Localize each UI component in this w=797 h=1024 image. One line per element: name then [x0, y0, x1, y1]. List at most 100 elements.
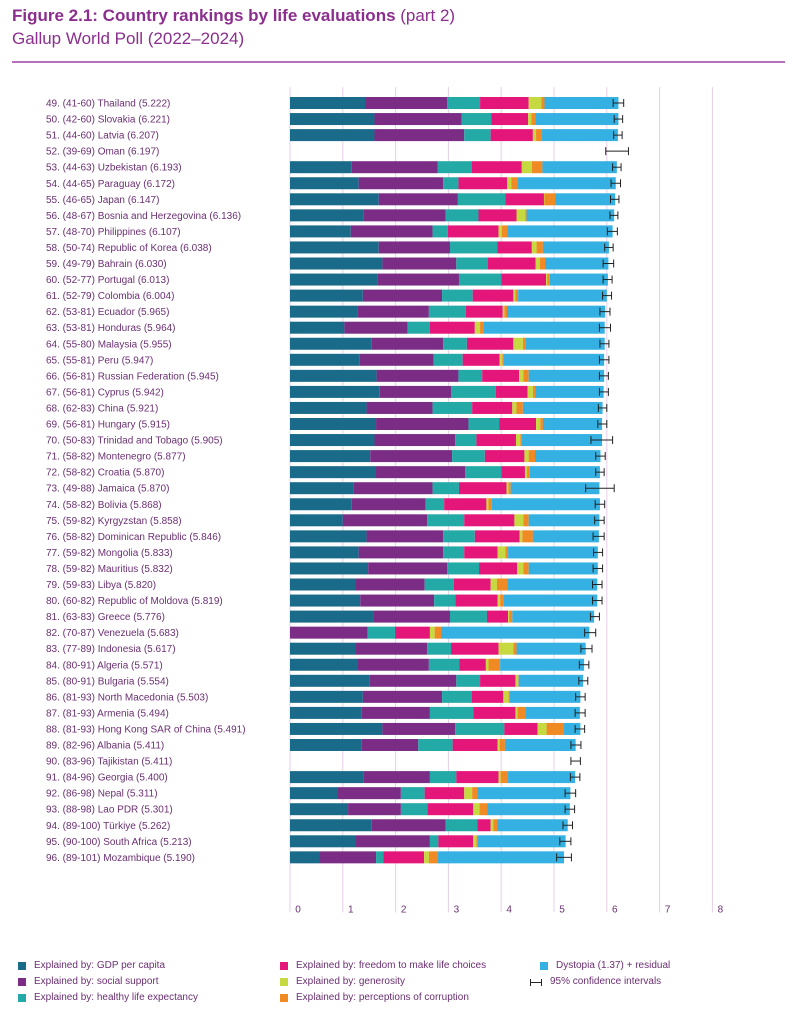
bar-segment-social: [374, 129, 465, 142]
bar-segment-freedom: [497, 241, 532, 254]
confidence-interval: [592, 564, 604, 573]
bar-segment-freedom: [471, 690, 504, 703]
bar-segment-corruption: [523, 369, 529, 382]
chart-row: 94. (89-100) Türkiye (5.262): [46, 819, 573, 832]
bar-segment-generosity: [473, 835, 477, 848]
confidence-interval: [598, 371, 609, 380]
bar-segment-health: [445, 209, 479, 222]
confidence-interval: [575, 692, 586, 701]
row-label: 52. (39-69) Oman (6.197): [46, 147, 159, 158]
bar-segment-social: [353, 482, 433, 495]
bar-segment-corruption: [518, 674, 519, 687]
bar-segment-freedom: [466, 337, 514, 350]
bar-segment-gdp: [290, 273, 378, 286]
bar-segment-dystopia: [521, 434, 603, 447]
bar-segment-dystopia: [541, 129, 618, 142]
confidence-interval: [598, 355, 610, 364]
bar-segment-social: [366, 401, 433, 414]
chart-row: 85. (80-91) Bulgaria (5.554): [46, 674, 589, 687]
bar-segment-generosity: [513, 289, 516, 302]
bar-segment-dystopia: [542, 241, 609, 254]
x-tick-label: 4: [506, 904, 512, 915]
bar-segment-health: [456, 674, 481, 687]
chart-row: 54. (44-65) Paraguay (6.172): [46, 177, 622, 190]
confidence-interval: [612, 99, 625, 107]
confidence-interval: [578, 676, 589, 685]
bar-segment-freedom: [490, 129, 533, 142]
figure-title: Figure 2.1: Country rankings by life eva…: [12, 6, 455, 26]
legend-label-generosity: Explained by: generosity: [296, 976, 405, 987]
bar-segment-corruption: [547, 273, 550, 286]
bar-segment-gdp: [290, 803, 349, 816]
chart-row: 53. (44-63) Uzbekistan (6.193): [46, 161, 622, 174]
bar-segment-generosity: [512, 401, 517, 414]
bar-segment-generosity: [537, 722, 547, 735]
bar-segment-corruption: [516, 401, 523, 414]
bar-segment-social: [358, 546, 444, 559]
confidence-interval: [595, 468, 605, 477]
bar-segment-generosity: [515, 674, 519, 687]
bar-segment-health: [447, 97, 481, 109]
confidence-interval: [574, 708, 586, 717]
bar-segment-generosity: [498, 642, 514, 655]
bar-segment-freedom: [499, 418, 537, 430]
legend-item-freedom: Explained by: freedom to make life choic…: [280, 960, 486, 971]
row-label: 74. (58-82) Bolivia (5.868): [46, 500, 162, 511]
bar-segment-health: [455, 434, 477, 447]
bar-segment-social: [382, 257, 457, 270]
chart-row: 73. (49-88) Jamaica (5.870): [46, 482, 615, 495]
row-label: 85. (80-91) Bulgaria (5.554): [46, 676, 169, 687]
bar-segment-corruption: [531, 161, 543, 174]
bar-segment-gdp: [290, 418, 377, 430]
bar-segment-dystopia: [507, 305, 606, 318]
bar-segment-dystopia: [507, 225, 613, 238]
confidence-interval: [556, 853, 572, 862]
confidence-interval: [592, 596, 603, 605]
x-tick-label: 1: [348, 904, 354, 915]
bar-segment-social: [356, 578, 425, 591]
bar-segment-health: [451, 385, 496, 398]
x-tick-label: 5: [559, 904, 565, 915]
bar-segment-health: [468, 418, 500, 430]
bar-segment-corruption: [515, 289, 519, 302]
bar-segment-dystopia: [517, 177, 616, 190]
bar-segment-gdp: [290, 305, 358, 318]
chart-row: 61. (52-79) Colombia (6.004): [46, 289, 613, 302]
bar-segment-social: [375, 466, 466, 479]
confidence-interval: [562, 821, 573, 830]
chart-row: 52. (39-69) Oman (6.197): [46, 147, 629, 158]
confidence-interval: [613, 131, 623, 140]
confidence-interval: [609, 195, 620, 204]
bar-segment-health: [442, 289, 473, 302]
bar-segment-corruption: [476, 835, 478, 848]
bar-segment-health: [429, 835, 439, 848]
bar-segment-generosity: [514, 514, 524, 527]
row-label: 59. (49-79) Bahrain (6.030): [46, 259, 167, 270]
bar-segment-generosity: [499, 353, 503, 366]
chart-row: 56. (48-67) Bosnia and Herzegovina (6.13…: [46, 209, 619, 222]
bar-segment-gdp: [290, 337, 372, 350]
row-label: 58. (50-74) Republic of Korea (6.038): [46, 243, 212, 254]
row-label: 89. (82-96) Albania (5.411): [46, 741, 164, 752]
bar-segment-social: [359, 353, 434, 366]
chart-row: 66. (56-81) Russian Federation (5.945): [46, 369, 609, 382]
bar-segment-health: [465, 466, 502, 479]
row-label: 65. (55-81) Peru (5.947): [46, 355, 153, 366]
bar-segment-generosity: [531, 241, 537, 254]
bar-segment-freedom: [464, 546, 498, 559]
bar-segment-freedom: [480, 674, 516, 687]
bar-segment-corruption: [504, 305, 508, 318]
bar-segment-freedom: [471, 161, 522, 174]
bar-segment-social: [368, 562, 448, 575]
chart-row: 62. (53-81) Ecuador (5.965): [46, 305, 611, 318]
bar-segment-dystopia: [516, 642, 586, 655]
bar-segment-corruption: [546, 722, 565, 735]
row-label: 54. (44-65) Paraguay (6.172): [46, 179, 175, 190]
bar-segment-gdp: [290, 578, 356, 591]
legend-item-social: Explained by: social support: [18, 976, 159, 987]
bar-segment-generosity: [497, 594, 501, 607]
bar-segment-social: [362, 690, 443, 703]
bar-segment-social: [362, 289, 443, 302]
bar-segment-social: [356, 835, 430, 848]
chart-row: 77. (59-82) Mongolia (5.833): [46, 546, 604, 559]
